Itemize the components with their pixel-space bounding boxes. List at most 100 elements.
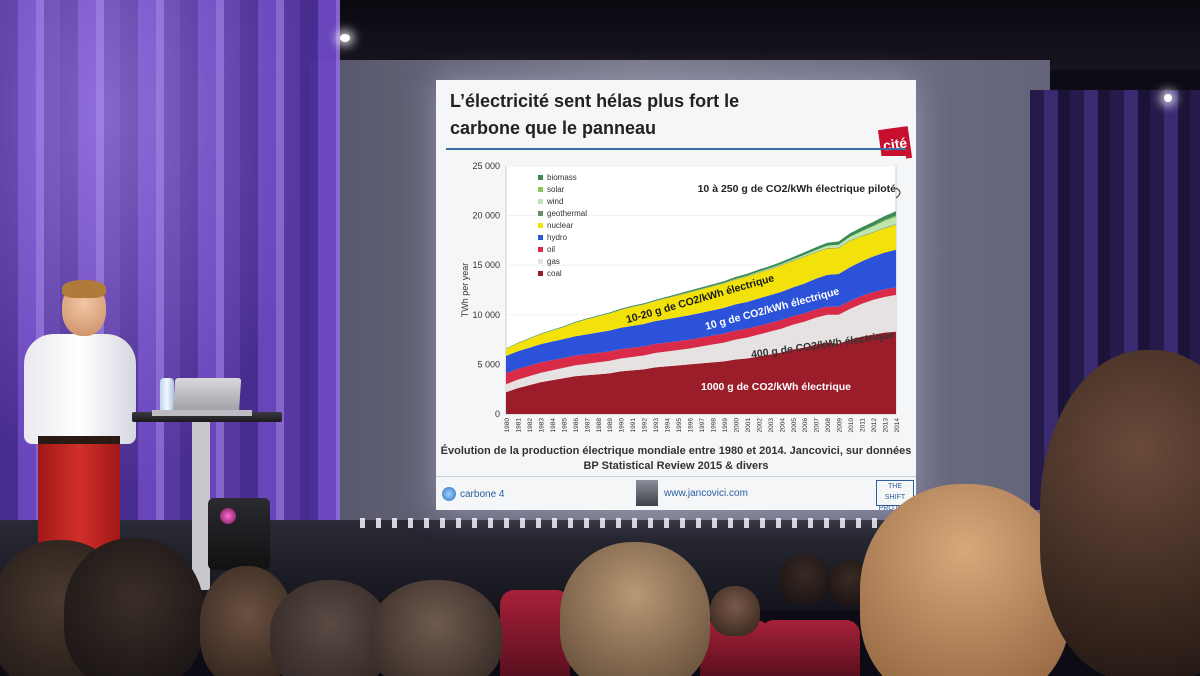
x-tick-label: 2008	[825, 418, 832, 433]
audience-head	[64, 538, 204, 676]
annotation-bracket	[895, 187, 901, 199]
legend-label: biomass	[547, 173, 577, 182]
x-tick-label: 1999	[722, 418, 729, 433]
speaker-belt	[38, 436, 120, 444]
stage-light-fixture	[208, 498, 270, 570]
legend-label: coal	[547, 269, 562, 278]
x-tick-label: 1986	[573, 418, 580, 433]
x-tick-label: 2003	[768, 418, 775, 433]
x-tick-label: 2000	[733, 418, 740, 433]
audience-seat	[500, 590, 570, 676]
series-area-nuclear	[506, 224, 896, 356]
carbone4-logo: carbone 4	[442, 484, 542, 504]
x-tick-label: 2001	[745, 418, 752, 433]
x-tick-label: 1991	[630, 418, 637, 433]
legend-swatch	[538, 259, 543, 264]
x-tick-label: 2011	[860, 418, 867, 432]
legend-label: nuclear	[547, 221, 574, 230]
y-tick-label: 10 000	[472, 310, 500, 320]
laptop-base	[152, 410, 252, 416]
audience-head	[860, 484, 1070, 676]
x-tick-label: 2002	[756, 418, 763, 433]
x-tick-label: 1989	[607, 418, 614, 433]
x-tick-label: 1981	[515, 418, 522, 433]
y-tick-label: 20 000	[472, 211, 500, 221]
audience-seat	[760, 620, 860, 676]
x-tick-label: 1992	[642, 418, 649, 433]
speaker-hair	[62, 280, 106, 298]
caption-line: Évolution de la production électrique mo…	[440, 445, 912, 457]
chart-annotation: 1000 g de CO2/kWh électrique	[701, 381, 851, 393]
legend-label: geothermal	[547, 209, 587, 218]
legend-swatch	[538, 211, 543, 216]
y-tick-label: 0	[495, 409, 500, 419]
x-tick-label: 2010	[848, 418, 855, 433]
x-tick-label: 1994	[665, 418, 672, 433]
y-axis-label: TWh per year	[460, 263, 470, 318]
legend-swatch	[538, 187, 543, 192]
x-tick-label: 1993	[653, 418, 660, 433]
laptop	[172, 378, 242, 414]
speaker-shirt	[24, 334, 136, 444]
x-tick-label: 1980	[504, 418, 511, 433]
audience-head	[370, 580, 502, 676]
legend-label: solar	[547, 185, 565, 194]
shift-project-logo: THE SHIFT PROJECT	[876, 480, 914, 510]
stage-footlights	[360, 518, 900, 528]
legend-swatch	[538, 223, 543, 228]
x-tick-label: 1988	[596, 418, 603, 433]
x-tick-label: 2005	[791, 418, 798, 433]
x-tick-label: 1985	[561, 418, 568, 433]
x-tick-label: 1982	[527, 418, 534, 433]
x-tick-label: 1983	[538, 418, 545, 433]
x-tick-label: 2007	[814, 418, 821, 433]
slide-caption: Évolution de la production électrique mo…	[436, 444, 916, 474]
slide-title: L’électricité sent hélas plus fort le ca…	[450, 88, 850, 142]
legend-label: oil	[547, 245, 555, 254]
series-area-gas	[506, 294, 896, 393]
legend-label: hydro	[547, 233, 568, 242]
audience-head	[710, 586, 760, 636]
podium-top	[132, 412, 282, 422]
x-tick-label: 1984	[550, 418, 557, 433]
audience	[0, 350, 1200, 676]
audience-head	[780, 554, 830, 604]
carbone4-icon	[442, 487, 456, 501]
x-tick-label: 2004	[779, 418, 786, 433]
series-area-oil	[506, 287, 896, 385]
y-tick-label: 25 000	[472, 161, 500, 171]
legend-label: wind	[546, 197, 563, 206]
legend-swatch	[538, 235, 543, 240]
legend-swatch	[538, 271, 543, 276]
podium-stand	[192, 420, 210, 590]
x-tick-label: 2014	[894, 418, 901, 433]
x-tick-label: 2013	[883, 418, 890, 433]
audience-head	[1040, 350, 1200, 676]
ceiling-spotlight	[1164, 94, 1172, 102]
ceiling-spotlight	[340, 34, 350, 42]
caption-line: BP Statistical Review 2015 & divers	[583, 460, 769, 472]
x-tick-label: 1990	[619, 418, 626, 433]
legend-swatch	[538, 247, 543, 252]
legend-swatch	[538, 199, 543, 204]
legend-swatch	[538, 175, 543, 180]
x-tick-label: 2012	[871, 418, 878, 433]
legend-label: gas	[547, 257, 560, 266]
slide-title-line: L’électricité sent hélas plus fort le	[450, 91, 740, 111]
x-tick-label: 2009	[837, 418, 844, 433]
series-area-biomass	[506, 211, 896, 349]
x-tick-label: 1996	[688, 418, 695, 433]
y-tick-label: 15 000	[472, 260, 500, 270]
audience-head	[560, 542, 710, 676]
x-tick-label: 1998	[710, 418, 717, 433]
series-area-hydro	[506, 249, 896, 374]
water-bottle	[160, 378, 174, 416]
footer-divider	[436, 476, 916, 477]
footer-url: www.jancovici.com	[664, 488, 748, 499]
title-divider	[446, 148, 906, 150]
x-tick-label: 1987	[584, 418, 591, 433]
x-tick-label: 1995	[676, 418, 683, 433]
x-tick-label: 1997	[699, 418, 706, 433]
projection-screen: L’électricité sent hélas plus fort le ca…	[436, 80, 916, 510]
